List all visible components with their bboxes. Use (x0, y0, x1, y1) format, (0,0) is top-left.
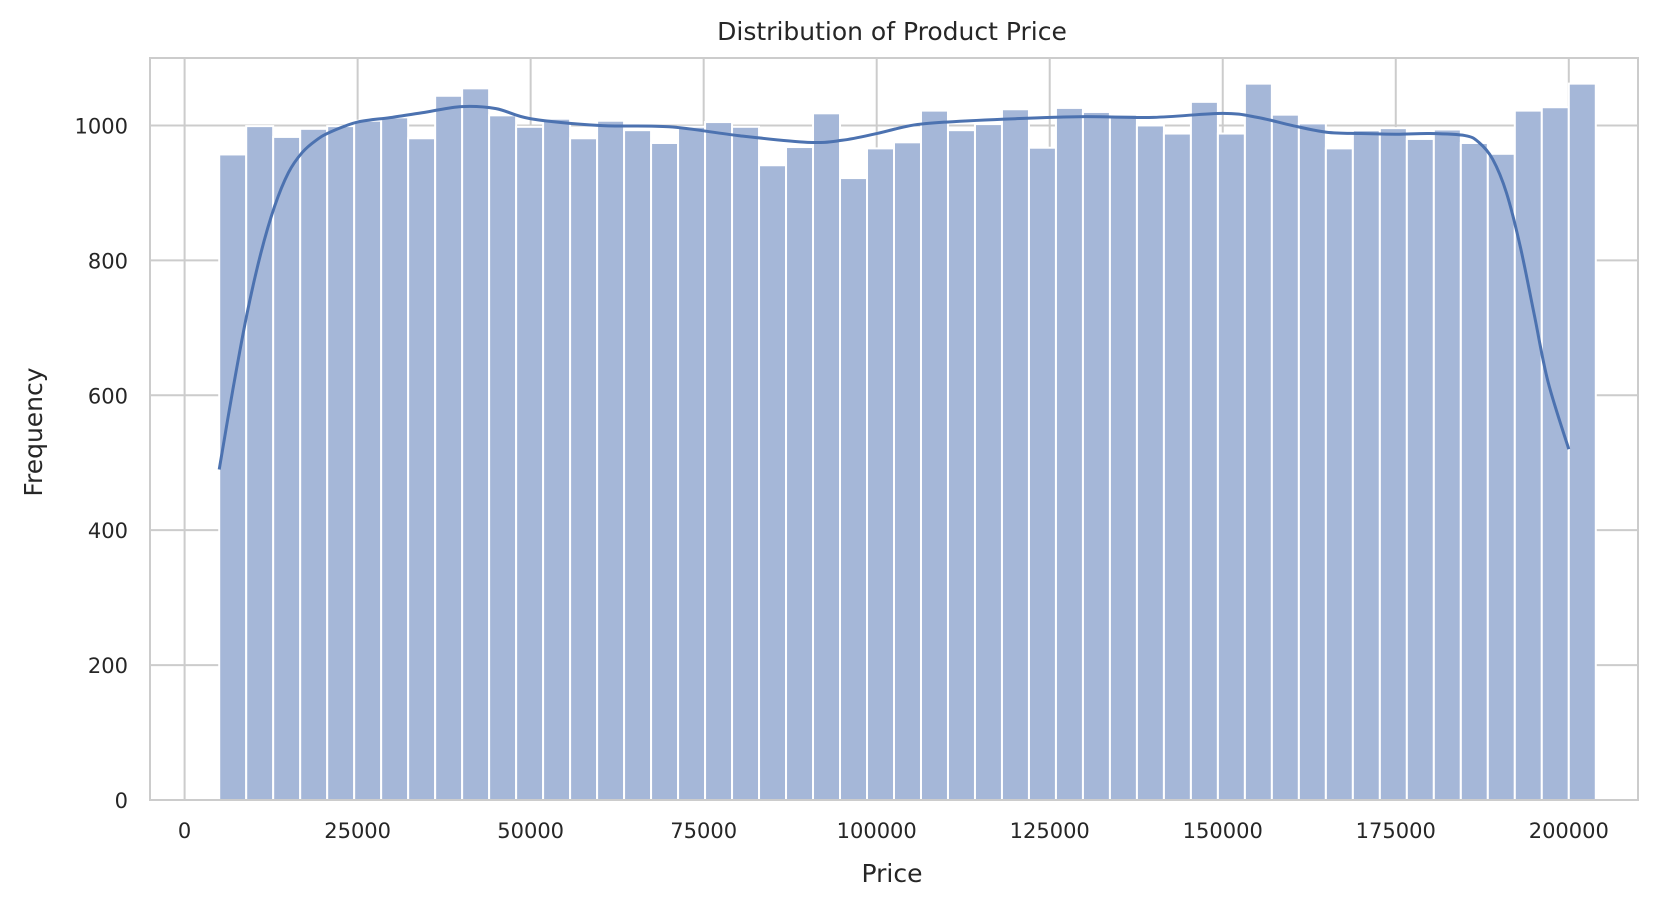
histogram-bar (893, 141, 922, 801)
histogram-bar (1027, 146, 1057, 801)
histogram-bar (1135, 124, 1165, 802)
histogram-bar (569, 137, 599, 801)
histogram-bar (407, 137, 437, 801)
histogram-bar (380, 116, 410, 802)
x-tick-label: 0 (178, 819, 191, 843)
histogram-bar (299, 127, 329, 801)
x-tick-labels: 0 25000 50000 75000 100000 125000 150000 175000… (178, 819, 1609, 843)
histogram-bar (1567, 82, 1597, 801)
plot-frame (149, 57, 1639, 801)
histogram-bar (1459, 141, 1489, 801)
histogram-bar (866, 147, 895, 801)
histogram-bar (785, 146, 815, 802)
y-tick-labels: 0 200 400 600 800 1000 (75, 114, 128, 813)
histogram-bar (973, 123, 1003, 801)
x-tick-label: 50000 (497, 819, 564, 843)
x-tick-label: 150000 (1183, 819, 1263, 843)
histogram-bar (1297, 122, 1327, 801)
histogram-bar (1351, 129, 1381, 801)
y-tick-label: 0 (115, 789, 128, 813)
x-tick-label: 100000 (837, 819, 917, 843)
histogram-bar (839, 177, 869, 801)
y-axis-label: Frequency (19, 367, 48, 496)
y-tick-label: 400 (88, 519, 128, 543)
x-tick-label: 175000 (1356, 819, 1436, 843)
histogram-bar (1486, 152, 1516, 801)
histogram-bar (1432, 128, 1462, 801)
histogram-bar (758, 164, 788, 801)
x-tick-label: 25000 (324, 819, 391, 843)
histogram-bar (623, 129, 653, 801)
histogram-bar (1405, 137, 1435, 802)
histogram-bar (1540, 106, 1570, 801)
histogram-bar (704, 121, 734, 801)
y-tick-label: 600 (88, 384, 128, 408)
histogram-bar (812, 112, 842, 801)
kde-curve-group (217, 104, 1571, 470)
histogram-bar (1378, 127, 1408, 802)
histogram-bar (1000, 108, 1030, 802)
x-tick-label: 200000 (1529, 819, 1609, 843)
histogram-bar (1162, 132, 1192, 802)
histogram-bar (1189, 100, 1219, 801)
histogram-bar (353, 119, 383, 801)
kde-line (217, 104, 1571, 470)
y-tick-label: 1000 (75, 114, 128, 138)
y-tick-label: 200 (88, 654, 128, 678)
histogram-bar (218, 153, 248, 801)
y-tick-label: 800 (88, 249, 128, 273)
histogram-bar (596, 119, 626, 801)
histogram-bar (488, 114, 518, 801)
histogram-bars (218, 82, 1597, 802)
histogram-bar (461, 87, 491, 801)
histogram-bar (1108, 113, 1138, 802)
histogram-bar (434, 94, 464, 802)
histogram-bar (272, 135, 302, 801)
histogram-bar (515, 125, 545, 801)
histogram-bar (1324, 147, 1354, 801)
histogram-bar (1054, 106, 1084, 801)
histogram-bar (1513, 109, 1543, 801)
histogram-bar (919, 109, 949, 801)
x-axis-label: Price (862, 859, 923, 888)
histogram-bar (1243, 82, 1273, 801)
histogram-bar (731, 125, 761, 801)
histogram-bar (650, 141, 680, 801)
histogram-bar (1270, 113, 1300, 802)
histogram-bar (677, 125, 707, 801)
histogram-bar (1081, 110, 1111, 802)
histogram-bar (326, 125, 356, 801)
histogram-bar (542, 117, 572, 801)
x-tick-label: 125000 (1010, 819, 1090, 843)
histogram-bar (1216, 132, 1246, 802)
histogram-bar (946, 129, 976, 801)
chart-title: Distribution of Product Price (717, 17, 1067, 46)
x-tick-label: 75000 (670, 819, 737, 843)
